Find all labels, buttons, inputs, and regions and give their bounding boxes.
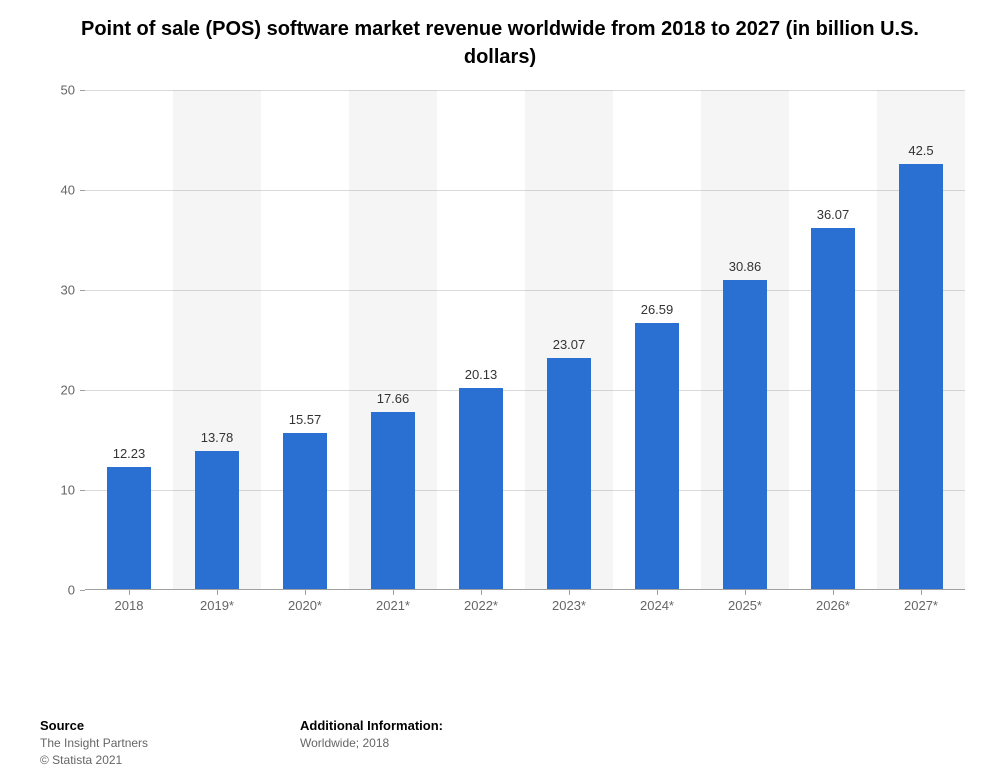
bar: 23.07 xyxy=(547,358,591,589)
x-tick-mark xyxy=(569,590,570,595)
x-tick-mark xyxy=(921,590,922,595)
x-tick-label: 2025* xyxy=(728,598,762,613)
x-tick-label: 2022* xyxy=(464,598,498,613)
bar: 36.07 xyxy=(811,228,855,589)
plot-region: 12.23 13.78 15.57 17.66 20.13 23.07 26.59 30.86… xyxy=(85,90,965,590)
y-tick-mark xyxy=(80,190,85,191)
x-tick-label: 2023* xyxy=(552,598,586,613)
y-tick-label: 20 xyxy=(45,383,75,398)
bar-value-label: 17.66 xyxy=(371,391,415,412)
gridline xyxy=(85,90,965,91)
chart-title: Point of sale (POS) software market reve… xyxy=(0,0,1000,76)
source-text-1: The Insight Partners xyxy=(40,735,280,752)
x-tick-label: 2018 xyxy=(115,598,144,613)
bar: 13.78 xyxy=(195,451,239,589)
x-tick-label: 2027* xyxy=(904,598,938,613)
y-tick-mark xyxy=(80,290,85,291)
bar: 15.57 xyxy=(283,433,327,589)
bar-value-label: 26.59 xyxy=(635,302,679,323)
source-header: Source xyxy=(40,718,280,733)
x-tick-mark xyxy=(305,590,306,595)
gridline xyxy=(85,190,965,191)
bar-value-label: 30.86 xyxy=(723,259,767,280)
y-tick-mark xyxy=(80,90,85,91)
x-tick-mark xyxy=(393,590,394,595)
x-tick-label: 2026* xyxy=(816,598,850,613)
bar-value-label: 13.78 xyxy=(195,430,239,451)
bar-value-label: 20.13 xyxy=(459,367,503,388)
x-tick-label: 2024* xyxy=(640,598,674,613)
y-tick-mark xyxy=(80,590,85,591)
y-tick-label: 0 xyxy=(45,583,75,598)
bar: 12.23 xyxy=(107,467,151,589)
y-tick-label: 50 xyxy=(45,83,75,98)
info-header: Additional Information: xyxy=(300,718,600,733)
y-tick-label: 30 xyxy=(45,283,75,298)
x-tick-label: 2020* xyxy=(288,598,322,613)
y-tick-mark xyxy=(80,490,85,491)
bar: 20.13 xyxy=(459,388,503,589)
x-tick-mark xyxy=(833,590,834,595)
x-tick-label: 2021* xyxy=(376,598,410,613)
bar: 42.5 xyxy=(899,164,943,589)
bar: 17.66 xyxy=(371,412,415,589)
y-tick-label: 10 xyxy=(45,483,75,498)
bar-value-label: 42.5 xyxy=(899,143,943,164)
source-text-2: © Statista 2021 xyxy=(40,752,280,769)
bar-value-label: 15.57 xyxy=(283,412,327,433)
info-text-1: Worldwide; 2018 xyxy=(300,735,600,752)
y-tick-mark xyxy=(80,390,85,391)
x-tick-mark xyxy=(129,590,130,595)
x-tick-mark xyxy=(745,590,746,595)
bar-value-label: 23.07 xyxy=(547,337,591,358)
x-tick-mark xyxy=(481,590,482,595)
bar: 26.59 xyxy=(635,323,679,589)
x-tick-mark xyxy=(217,590,218,595)
x-tick-mark xyxy=(657,590,658,595)
y-tick-label: 40 xyxy=(45,183,75,198)
chart-area: Market revenue in billion U.S. dollars 1… xyxy=(85,90,965,620)
bar-value-label: 36.07 xyxy=(811,207,855,228)
bar: 30.86 xyxy=(723,280,767,589)
x-tick-label: 2019* xyxy=(200,598,234,613)
bar-value-label: 12.23 xyxy=(107,446,151,467)
